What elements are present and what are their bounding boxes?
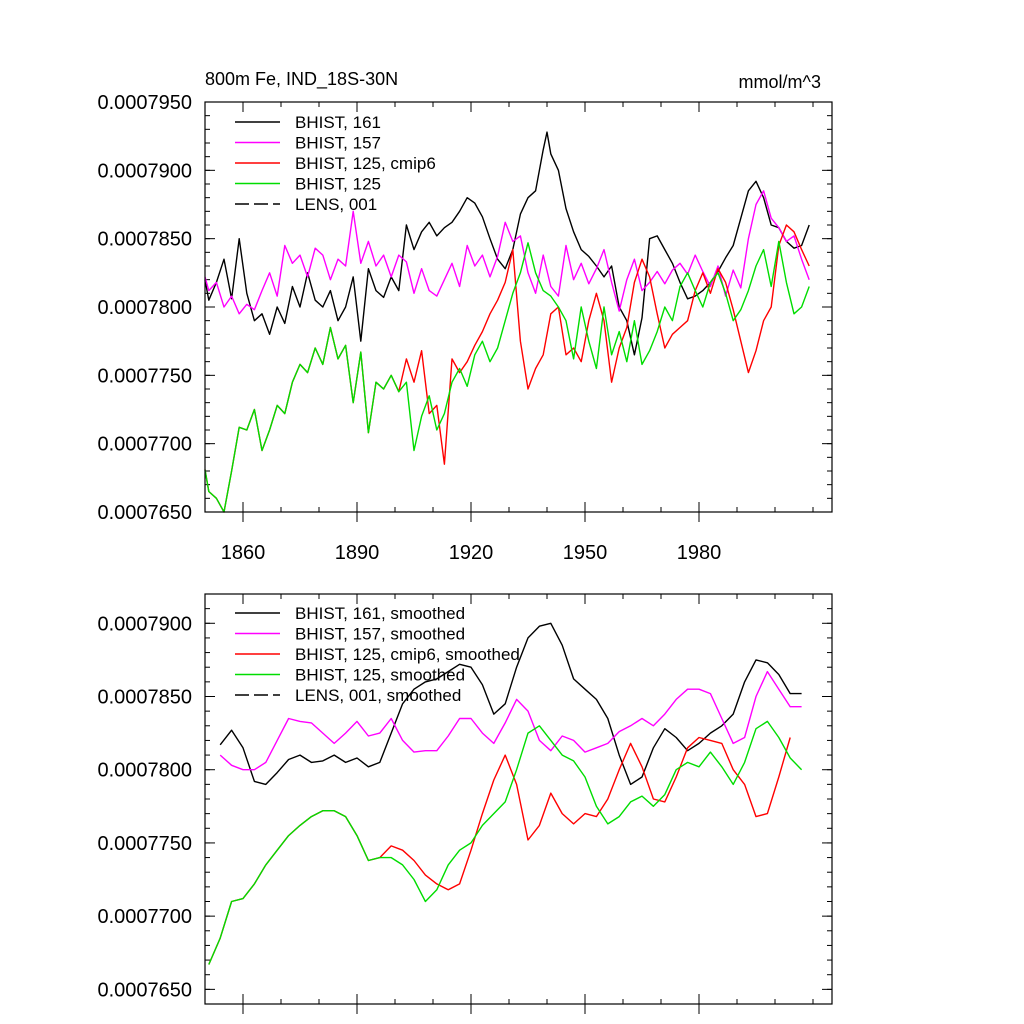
- chart-bottom: 0.0007650 0.0007700 0.0007750 0.0007800 0.00…: [97, 593, 833, 1014]
- top-legend-label-0: BHIST, 161: [295, 113, 381, 132]
- top-y-tick-label: 0.0007950: [97, 92, 192, 114]
- top-series-line-3: [204, 240, 810, 513]
- top-legend-label-1: BHIST, 157: [295, 134, 381, 153]
- bottom-y-tick-label: 0.0007700: [97, 906, 192, 928]
- top-series-line-0: [204, 131, 810, 356]
- chart-bottom-series: [208, 622, 803, 965]
- chart-bottom-ticks: 0.0007650 0.0007700 0.0007750 0.0007800 0.00…: [97, 593, 832, 1014]
- top-x-tick-label: 1890: [335, 542, 380, 564]
- top-y-tick-label: 0.0007900: [97, 160, 192, 182]
- top-x-tick-label: 1980: [677, 542, 722, 564]
- bottom-legend-label-4: LENS, 001, smoothed: [295, 686, 461, 705]
- top-x-tick-label: 1860: [221, 542, 266, 564]
- chart-top-units: mmol/m^3: [739, 72, 821, 92]
- bottom-series-line-3: [208, 720, 803, 965]
- top-y-tick-label: 0.0007750: [97, 365, 192, 387]
- top-legend-label-2: BHIST, 125, cmip6: [295, 154, 436, 173]
- top-y-tick-label: 0.0007650: [97, 502, 192, 524]
- bottom-legend-label-2: BHIST, 125, cmip6, smoothed: [295, 645, 520, 664]
- bottom-y-tick-label: 0.0007800: [97, 760, 192, 782]
- top-y-tick-label: 0.0007700: [97, 434, 192, 456]
- bottom-legend-label-0: BHIST, 161, smoothed: [295, 604, 465, 623]
- top-x-tick-label: 1920: [449, 542, 494, 564]
- bottom-y-tick-label: 0.0007650: [97, 979, 192, 1001]
- bottom-y-tick-label: 0.0007900: [97, 613, 192, 635]
- top-y-tick-label: 0.0007800: [97, 297, 192, 319]
- bottom-y-tick-label: 0.0007750: [97, 833, 192, 855]
- bottom-series-line-2: [208, 736, 791, 965]
- bottom-legend-label-3: BHIST, 125, smoothed: [295, 666, 465, 685]
- chart-top-plot-frame: [204, 101, 833, 513]
- top-y-tick-label: 0.0007850: [97, 229, 192, 251]
- chart-top: 800m Fe, IND_18S-30N mmol/m^3 1860 1890 19…: [97, 69, 833, 564]
- top-x-tick-label: 1950: [563, 542, 608, 564]
- chart-top-title: 800m Fe, IND_18S-30N: [205, 69, 398, 90]
- top-series-line-1: [204, 190, 810, 315]
- chart-bottom-plot-frame: [204, 593, 833, 1005]
- chart-top-series: [204, 131, 810, 513]
- top-legend-label-3: BHIST, 125: [295, 175, 381, 194]
- bottom-series-line-1: [219, 670, 802, 771]
- chart-bottom-legend: BHIST, 161, smoothed BHIST, 157, smoothed…: [235, 604, 520, 705]
- chart-top-ticks: 1860 1890 1920 1950 1980 0.0007650 0.0007700 0.…: [97, 92, 832, 564]
- bottom-y-tick-label: 0.0007850: [97, 687, 192, 709]
- bottom-legend-label-1: BHIST, 157, smoothed: [295, 625, 465, 644]
- top-legend-label-4: LENS, 001: [295, 195, 377, 214]
